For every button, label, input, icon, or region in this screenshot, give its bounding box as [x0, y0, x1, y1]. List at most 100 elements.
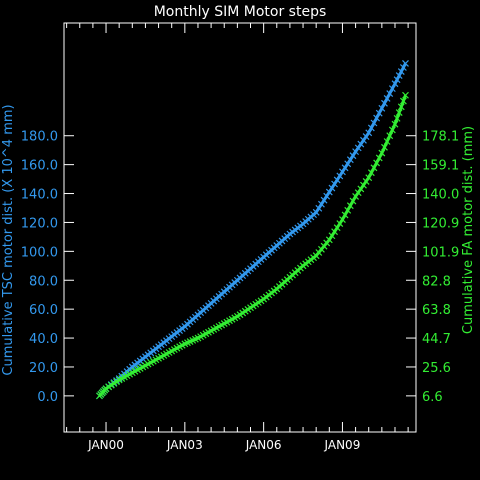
series-2 [96, 91, 409, 400]
series-point-marker [344, 160, 352, 168]
chart-title: Monthly SIM Motor steps [154, 4, 327, 20]
series-point-marker [328, 184, 336, 192]
series-point-marker [388, 126, 396, 134]
right-axis-ticks: 6.6 25.6 44.7 63.8 82.8 101.9 120.9 140.0 159.1 1… [406, 130, 459, 405]
left-tick-label: 160.0 [21, 159, 58, 174]
series-point-marker [360, 136, 367, 144]
series-point-marker [381, 143, 388, 151]
series-point-marker [373, 114, 381, 122]
series-point-marker [354, 189, 362, 197]
series-point-marker [367, 124, 375, 132]
right-tick-label: 101.9 [422, 245, 459, 260]
series-point-marker [339, 216, 346, 223]
series-point-marker [331, 228, 338, 236]
series-point-marker [391, 80, 399, 88]
series-point-marker [354, 144, 362, 152]
plot-frame [63, 22, 417, 433]
series-point-marker [370, 164, 378, 172]
series-point-marker [397, 68, 405, 75]
series-point-marker [367, 169, 375, 177]
right-axis-label: Cumulative FA motor dist. (mm) [461, 126, 476, 334]
left-tick-label: 180.0 [21, 130, 58, 145]
series-point-marker [373, 159, 381, 167]
right-tick-label: 82.8 [422, 274, 451, 289]
series-point-marker [395, 72, 403, 80]
series-point-marker [318, 200, 325, 208]
series-point-marker [349, 152, 357, 160]
series-point-marker [365, 129, 373, 137]
series-point-marker [333, 224, 341, 232]
series-point-marker [395, 109, 403, 117]
left-tick-label: 80.0 [29, 274, 58, 289]
series-point-marker [402, 60, 409, 67]
series-point-marker [399, 64, 407, 71]
left-tick-label: 100.0 [21, 245, 58, 260]
right-tick-label: 178.1 [422, 130, 459, 145]
series-point-marker [336, 172, 344, 180]
series-point-marker [323, 192, 331, 200]
series-point-marker [386, 90, 394, 97]
series-point-marker [365, 174, 373, 182]
left-tick-label: 0.0 [37, 390, 58, 405]
series-point-marker [357, 140, 365, 148]
series-point-marker [341, 211, 349, 219]
left-tick-label: 20.0 [29, 361, 58, 376]
right-tick-label: 140.0 [422, 188, 459, 203]
series-point-marker [333, 176, 341, 184]
series-point-marker [320, 196, 328, 204]
series-point-marker [383, 138, 391, 145]
left-tick-label: 40.0 [29, 332, 58, 347]
series-layer [96, 60, 409, 400]
x-tick-label: JAN00 [87, 438, 124, 452]
x-axis-ticks: JAN00 JAN03 JAN06 JAN09 [66, 23, 409, 452]
right-tick-label: 159.1 [422, 159, 459, 174]
x-tick-label: JAN03 [166, 438, 203, 452]
series-point-marker [391, 120, 399, 128]
series-point-marker [312, 208, 320, 216]
left-tick-label: 60.0 [29, 303, 58, 318]
x-tick-label: JAN09 [324, 438, 361, 452]
series-point-marker [388, 85, 396, 93]
right-tick-label: 6.6 [422, 390, 443, 405]
series-point-marker [386, 132, 394, 140]
left-axis-label: Cumulative TSC motor dist. (X 10^4 mm) [1, 104, 16, 375]
left-tick-label: 140.0 [21, 188, 58, 203]
series-point-marker [339, 168, 346, 176]
series-point-marker [352, 148, 360, 156]
series-point-marker [362, 177, 370, 185]
series-point-marker [325, 188, 333, 196]
right-tick-label: 120.9 [422, 216, 459, 231]
series-point-marker [349, 197, 357, 205]
right-tick-label: 63.8 [422, 303, 451, 318]
series-point-marker [399, 97, 407, 105]
series-point-marker [328, 232, 336, 240]
x-tick-label: JAN06 [245, 438, 282, 452]
series-point-marker [344, 206, 352, 214]
series-point-marker [346, 156, 354, 164]
left-tick-label: 120.0 [21, 216, 58, 231]
series-point-marker [360, 181, 367, 189]
right-tick-label: 44.7 [422, 332, 451, 347]
series-point-marker [362, 133, 370, 141]
series-point-marker [325, 236, 333, 244]
series-point-marker [393, 114, 401, 122]
series-point-marker [393, 76, 401, 84]
series-point-marker [381, 99, 388, 107]
left-axis-ticks: 0.0 20.0 40.0 60.0 80.0 100.0 120.0 140.0 160.0 1… [21, 130, 74, 405]
series-point-marker [346, 202, 354, 210]
series-point-marker [383, 95, 391, 102]
series-point-marker [341, 164, 349, 172]
series-point-marker [375, 109, 383, 117]
series-point-marker [397, 103, 405, 111]
series-point-marker [331, 180, 338, 188]
series-point-marker [402, 91, 409, 99]
series-point-marker [315, 204, 323, 212]
series-point-marker [378, 149, 386, 157]
right-tick-label: 25.6 [422, 361, 451, 376]
series-point-marker [370, 119, 378, 127]
series-point-marker [336, 220, 344, 228]
series-point-marker [357, 185, 365, 193]
series-point-marker [378, 104, 386, 112]
